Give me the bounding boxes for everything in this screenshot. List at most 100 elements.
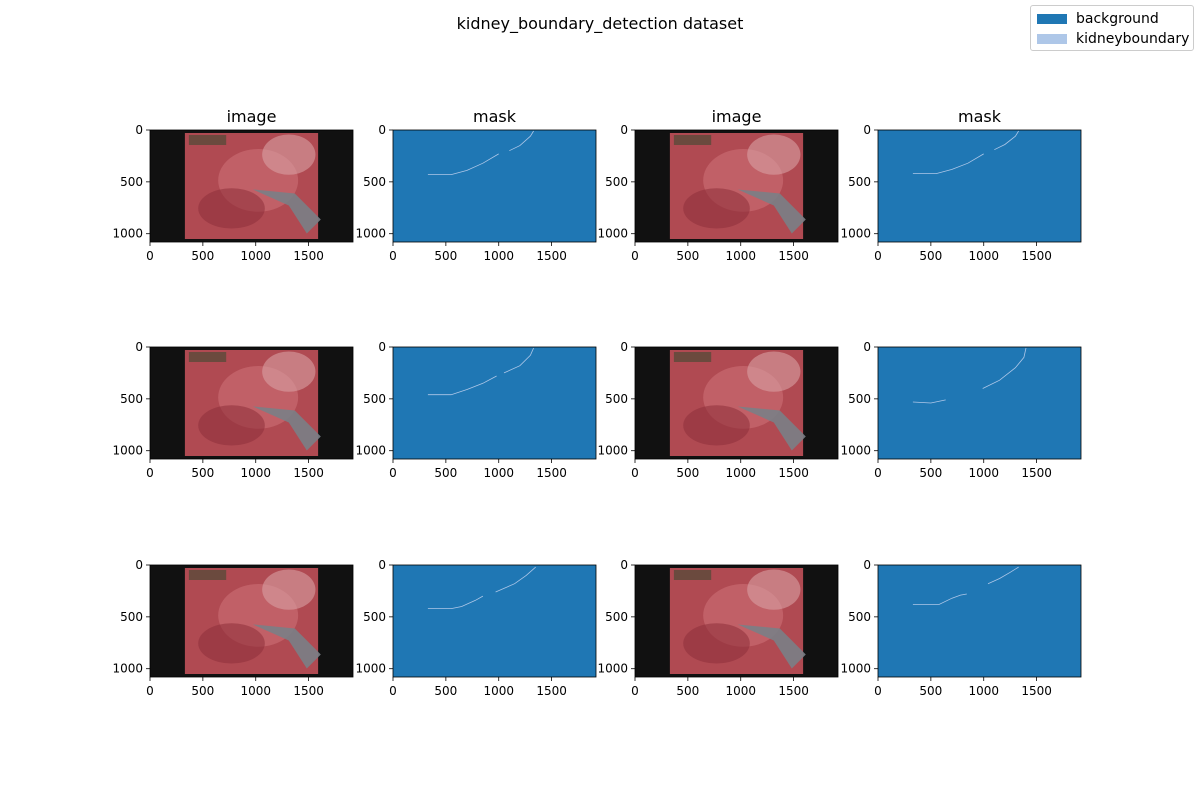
y-tick-label: 0: [620, 123, 628, 137]
x-tick-label: 1000: [483, 249, 514, 263]
axes-frame: [877, 346, 1082, 460]
y-tick-label: 1000: [112, 444, 143, 458]
y-tick-label: 0: [135, 340, 143, 354]
y-tick-label: 500: [848, 392, 871, 406]
y-tick-label: 0: [863, 558, 871, 572]
mask-panel: 0 500 1000 1500 0 500 1000: [840, 558, 1082, 698]
surgical-instrument: [252, 624, 321, 669]
x-tick-label: 0: [631, 684, 639, 698]
panel-title: image: [227, 107, 277, 126]
kidney-boundary-line: [912, 399, 946, 404]
y-tick-label: 500: [120, 392, 143, 406]
blood-vessel-region: [198, 405, 265, 446]
x-tick-label: 500: [191, 466, 214, 480]
image-panel: 0 500 1000 1500 0 500 1000: [112, 558, 354, 698]
surgical-clamp: [188, 352, 227, 362]
kidney-boundary-line: [427, 595, 484, 609]
mask-background: [393, 130, 596, 242]
x-tick-label: 1500: [1021, 466, 1052, 480]
x-tick-label: 500: [434, 249, 457, 263]
x-tick-label: 1000: [725, 466, 756, 480]
x-tick-label: 0: [146, 249, 154, 263]
x-tick-label: 500: [919, 466, 942, 480]
axes-frame: [149, 129, 354, 243]
blood-vessel-region: [198, 188, 265, 229]
surgical-instrument: [737, 406, 806, 451]
surgical-instrument: [252, 189, 321, 234]
kidney-boundary-line: [994, 130, 1019, 151]
x-tick-label: 0: [389, 466, 397, 480]
axes-frame: [392, 564, 597, 678]
x-tick-label: 1500: [293, 466, 324, 480]
x-tick-label: 500: [919, 684, 942, 698]
image-panel: 0 500 1000 1500 0 500 1000: [597, 340, 839, 480]
y-tick-label: 500: [363, 610, 386, 624]
x-tick-label: 1500: [293, 684, 324, 698]
surgical-clamp: [673, 135, 712, 145]
y-tick-label: 1000: [355, 662, 386, 676]
mask-panel: 0 500 1000 1500 0 500 1000: [840, 340, 1082, 480]
axes-frame: [392, 129, 597, 243]
image-panel: 0 500 1000 1500 0 500 1000: [597, 558, 839, 698]
y-tick-label: 1000: [597, 227, 628, 241]
x-tick-label: 1000: [240, 249, 271, 263]
y-tick-label: 1000: [112, 662, 143, 676]
axes-frame: [877, 129, 1082, 243]
y-tick-label: 500: [363, 175, 386, 189]
axes-frame: [149, 346, 354, 460]
kidney-boundary-line: [509, 130, 534, 152]
x-tick-label: 0: [389, 684, 397, 698]
x-tick-label: 0: [146, 684, 154, 698]
y-tick-label: 0: [378, 340, 386, 354]
y-tick-label: 500: [120, 175, 143, 189]
panel-title: mask: [473, 107, 517, 126]
surgical-clamp: [673, 570, 712, 580]
y-tick-label: 1000: [355, 444, 386, 458]
axes-frame: [877, 564, 1082, 678]
blood-vessel-region: [198, 623, 265, 664]
surgical-clamp: [188, 135, 227, 145]
y-tick-label: 0: [135, 558, 143, 572]
kidney-boundary-line: [503, 347, 534, 374]
x-tick-label: 1000: [483, 684, 514, 698]
kidney-boundary-line: [912, 593, 967, 605]
y-tick-label: 1000: [840, 444, 871, 458]
x-tick-label: 0: [146, 466, 154, 480]
y-tick-label: 500: [605, 392, 628, 406]
x-tick-label: 0: [874, 684, 882, 698]
mask-background: [878, 130, 1081, 242]
kidney-boundary-line: [427, 375, 497, 396]
x-tick-label: 500: [191, 249, 214, 263]
x-tick-label: 500: [191, 684, 214, 698]
mask-background: [393, 347, 596, 459]
organ-surface: [747, 569, 801, 610]
organ-surface: [747, 351, 801, 392]
y-tick-label: 500: [848, 610, 871, 624]
y-tick-label: 1000: [112, 227, 143, 241]
panel-title: mask: [958, 107, 1002, 126]
x-tick-label: 500: [434, 684, 457, 698]
mask-panel: 0 500 1000 1500 0 500 1000 mask: [355, 107, 597, 263]
mask-panel: 0 500 1000 1500 0 500 1000: [355, 558, 597, 698]
axes-frame: [149, 564, 354, 678]
x-tick-label: 500: [676, 466, 699, 480]
x-tick-label: 1000: [968, 249, 999, 263]
y-tick-label: 0: [620, 558, 628, 572]
blood-vessel-region: [683, 188, 750, 229]
y-tick-label: 0: [135, 123, 143, 137]
axes-frame: [634, 346, 839, 460]
x-tick-label: 1000: [483, 466, 514, 480]
legend-swatch-background: [1037, 14, 1067, 24]
x-tick-label: 0: [389, 249, 397, 263]
legend: background kidneyboundary: [1030, 5, 1194, 51]
x-tick-label: 1000: [968, 466, 999, 480]
kidney-boundary-line: [427, 153, 499, 175]
legend-item-background: background: [1037, 9, 1159, 29]
x-tick-label: 1500: [293, 249, 324, 263]
axes-frame: [634, 564, 839, 678]
organ-surface: [747, 134, 801, 175]
x-tick-label: 1000: [725, 249, 756, 263]
x-tick-label: 1500: [1021, 249, 1052, 263]
surgical-instrument: [737, 189, 806, 234]
